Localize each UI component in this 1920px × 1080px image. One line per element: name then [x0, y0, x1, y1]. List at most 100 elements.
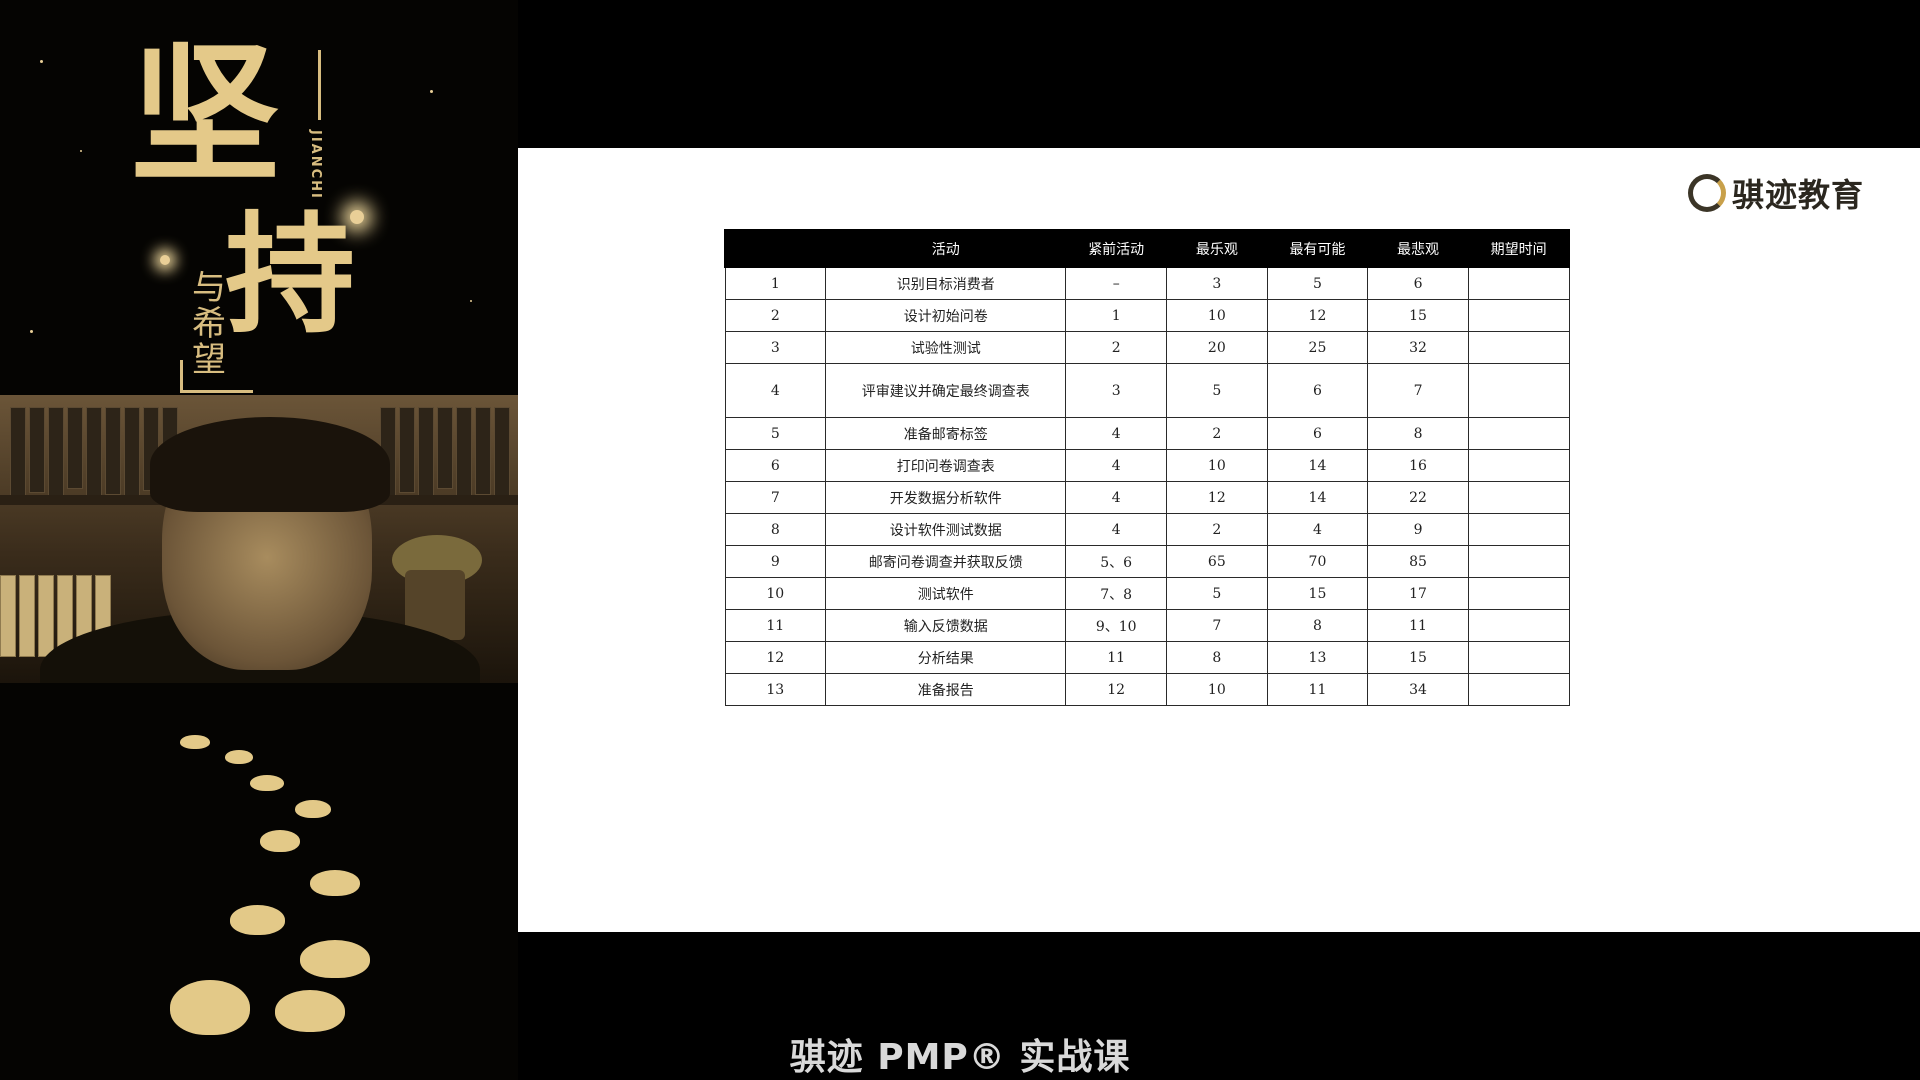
- poster-subtitle: 与希望: [192, 268, 226, 380]
- cell-expected: [1467, 513, 1570, 546]
- title-decoration: [300, 50, 321, 120]
- cell-most-likely: 70: [1266, 545, 1369, 578]
- cell-optimistic: 12: [1166, 481, 1268, 514]
- cell-expected: [1467, 609, 1570, 642]
- cell-activity: 试验性测试: [825, 331, 1067, 364]
- cell-optimistic: 10: [1166, 673, 1268, 706]
- sparkle: [80, 150, 82, 152]
- cell-pessimistic: 15: [1367, 299, 1469, 332]
- cell-expected: [1467, 481, 1570, 514]
- cell-most-likely: 14: [1266, 481, 1369, 514]
- cell-predecessor: 7、8: [1065, 577, 1168, 610]
- sparkle: [430, 90, 433, 93]
- cell-activity: 准备邮寄标签: [825, 417, 1067, 450]
- title-decoration: [180, 360, 253, 393]
- table-row: 8 设计软件测试数据 4 2 4 9: [724, 513, 1570, 546]
- cell-no: 5: [724, 417, 827, 450]
- cell-most-likely: 25: [1266, 331, 1369, 364]
- poster-title: 坚 持: [130, 40, 355, 370]
- cell-predecessor: 9、10: [1065, 609, 1168, 642]
- webcam-video: [0, 395, 518, 683]
- cell-no: 12: [724, 641, 827, 674]
- cell-pessimistic: 32: [1367, 331, 1469, 364]
- slide-panel: 骐迹教育 活动 紧前活动 最乐观 最有可能 最悲观 期望时间 1 识别目标消费者 –…: [518, 148, 1920, 932]
- header-most-likely: 最有可能: [1266, 229, 1369, 268]
- cell-no: 11: [724, 609, 827, 642]
- header-activity: 活动: [824, 229, 1067, 268]
- sparkle-glow: [350, 210, 364, 224]
- cell-activity: 输入反馈数据: [825, 609, 1067, 642]
- cell-pessimistic: 6: [1367, 266, 1469, 300]
- logo-text: 骐迹教育: [1732, 176, 1865, 214]
- table-row: 4 评审建议并确定最终调查表 3 5 6 7: [724, 363, 1570, 418]
- cell-no: 8: [724, 513, 827, 546]
- cell-expected: [1467, 417, 1570, 450]
- cell-most-likely: 11: [1266, 673, 1369, 706]
- cell-expected: [1467, 577, 1570, 610]
- cell-predecessor: 4: [1065, 449, 1168, 482]
- cell-activity: 分析结果: [825, 641, 1067, 674]
- cell-pessimistic: 11: [1367, 609, 1469, 642]
- cell-expected: [1467, 363, 1570, 418]
- table-row: 10 测试软件 7、8 5 15 17: [724, 577, 1570, 610]
- cell-optimistic: 2: [1166, 417, 1268, 450]
- cell-expected: [1467, 641, 1570, 674]
- cell-most-likely: 14: [1266, 449, 1369, 482]
- cell-predecessor: 4: [1065, 513, 1168, 546]
- cell-pessimistic: 34: [1367, 673, 1469, 706]
- cell-pessimistic: 15: [1367, 641, 1469, 674]
- cell-predecessor: 11: [1065, 641, 1168, 674]
- cell-no: 3: [724, 331, 827, 364]
- cell-most-likely: 8: [1266, 609, 1369, 642]
- cell-no: 2: [724, 299, 827, 332]
- cell-pessimistic: 17: [1367, 577, 1469, 610]
- brand-logo: 骐迹教育: [1688, 170, 1864, 216]
- cell-most-likely: 4: [1266, 513, 1369, 546]
- header-pessimistic: 最悲观: [1366, 229, 1470, 268]
- cell-optimistic: 7: [1166, 609, 1268, 642]
- cell-most-likely: 13: [1266, 641, 1369, 674]
- cell-no: 7: [724, 481, 827, 514]
- cell-optimistic: 5: [1166, 363, 1268, 418]
- cell-activity: 评审建议并确定最终调查表: [825, 363, 1067, 418]
- cell-activity: 邮寄问卷调查并获取反馈: [825, 545, 1067, 578]
- cell-expected: [1467, 545, 1570, 578]
- cell-activity: 识别目标消费者: [825, 266, 1067, 300]
- cell-pessimistic: 85: [1367, 545, 1469, 578]
- cell-expected: [1467, 331, 1570, 364]
- header-expected: 期望时间: [1467, 229, 1570, 268]
- cell-no: 9: [724, 545, 827, 578]
- cell-predecessor: 3: [1065, 363, 1168, 418]
- cell-most-likely: 6: [1266, 417, 1369, 450]
- header-no: [724, 229, 827, 268]
- cell-no: 4: [724, 363, 827, 418]
- cell-expected: [1467, 673, 1570, 706]
- table-row: 1 识别目标消费者 –3 5 6: [724, 266, 1570, 300]
- cell-no: 1: [724, 266, 827, 300]
- poster-pinyin: JIANCHI: [308, 130, 323, 200]
- footprints-graphic: [130, 730, 390, 1060]
- cell-pessimistic: 9: [1367, 513, 1469, 546]
- table-header-row: 活动 紧前活动 最乐观 最有可能 最悲观 期望时间: [724, 229, 1570, 268]
- sparkle-glow: [160, 255, 170, 265]
- poster-title-char-2: 持: [225, 198, 356, 351]
- cell-optimistic: 5: [1166, 577, 1268, 610]
- cell-activity: 测试软件: [825, 577, 1067, 610]
- table-row: 7 开发数据分析软件 4 12 14 22: [724, 481, 1570, 514]
- cell-predecessor: 2: [1065, 331, 1168, 364]
- cell-optimistic: 10: [1166, 449, 1268, 482]
- cell-optimistic: 20: [1166, 331, 1268, 364]
- cell-optimistic: 3: [1166, 266, 1268, 300]
- cell-optimistic: 2: [1166, 513, 1268, 546]
- person-hair: [150, 417, 390, 512]
- cell-pessimistic: 22: [1367, 481, 1469, 514]
- cell-predecessor: 12: [1065, 673, 1168, 706]
- cell-predecessor: 1: [1065, 299, 1168, 332]
- cell-predecessor: –: [1065, 266, 1168, 300]
- cell-pessimistic: 7: [1367, 363, 1469, 418]
- cell-most-likely: 5: [1266, 266, 1369, 300]
- cell-no: 10: [724, 577, 827, 610]
- table-row: 6 打印问卷调查表 4 10 14 16: [724, 449, 1570, 482]
- cell-predecessor: 5、6: [1065, 545, 1168, 578]
- cell-no: 6: [724, 449, 827, 482]
